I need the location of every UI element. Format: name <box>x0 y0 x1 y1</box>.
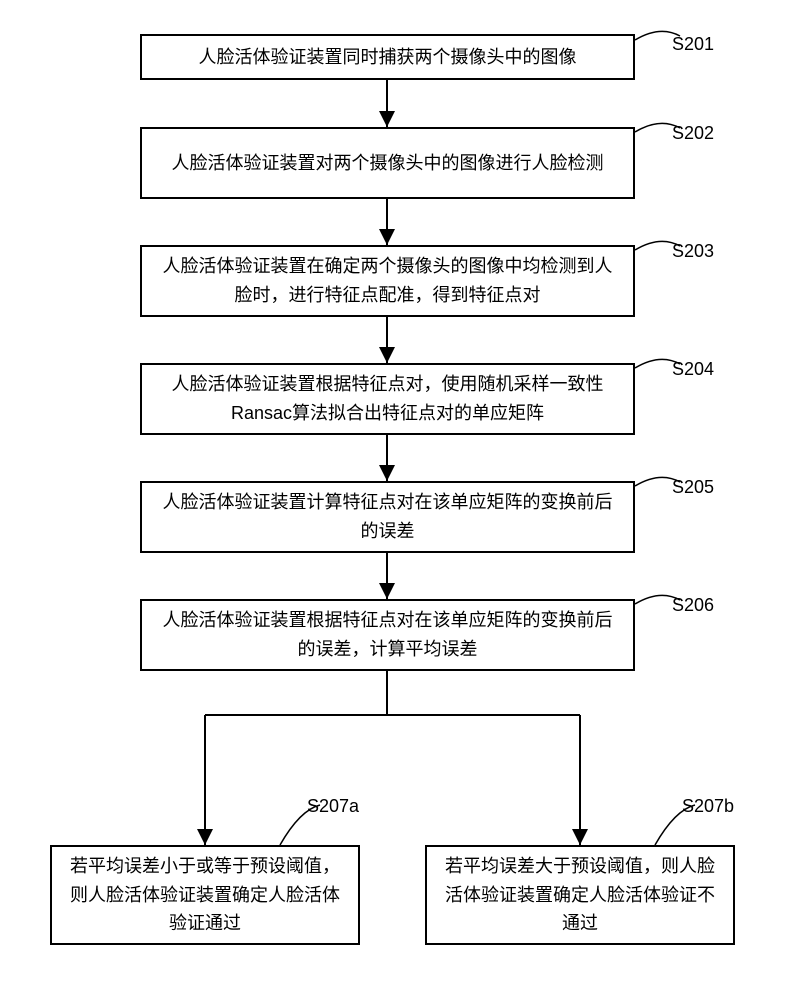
flowchart-step-s201: 人脸活体验证装置同时捕获两个摄像头中的图像 <box>140 34 635 80</box>
step-text: 若平均误差大于预设阈值，则人脸活体验证装置确定人脸活体验证不通过 <box>439 852 721 938</box>
step-label-s207a: S207a <box>307 796 359 817</box>
flowchart-step-s202: 人脸活体验证装置对两个摄像头中的图像进行人脸检测 <box>140 127 635 199</box>
flowchart-step-s203: 人脸活体验证装置在确定两个摄像头的图像中均检测到人脸时，进行特征点配准，得到特征… <box>140 245 635 317</box>
step-text: 人脸活体验证装置根据特征点对，使用随机采样一致性Ransac算法拟合出特征点对的… <box>154 370 621 428</box>
step-text: 人脸活体验证装置对两个摄像头中的图像进行人脸检测 <box>172 149 604 178</box>
flowchart-container: 人脸活体验证装置同时捕获两个摄像头中的图像 S201 人脸活体验证装置对两个摄像头中… <box>0 0 799 1000</box>
step-text: 人脸活体验证装置根据特征点对在该单应矩阵的变换前后的误差，计算平均误差 <box>154 606 621 664</box>
step-label-s204: S204 <box>672 359 714 380</box>
step-text: 人脸活体验证装置同时捕获两个摄像头中的图像 <box>199 43 577 72</box>
step-text: 人脸活体验证装置在确定两个摄像头的图像中均检测到人脸时，进行特征点配准，得到特征… <box>154 252 621 310</box>
flowchart-step-s206: 人脸活体验证装置根据特征点对在该单应矩阵的变换前后的误差，计算平均误差 <box>140 599 635 671</box>
step-label-s201: S201 <box>672 34 714 55</box>
flowchart-step-s204: 人脸活体验证装置根据特征点对，使用随机采样一致性Ransac算法拟合出特征点对的… <box>140 363 635 435</box>
flowchart-step-s207b: 若平均误差大于预设阈值，则人脸活体验证装置确定人脸活体验证不通过 <box>425 845 735 945</box>
flowchart-step-s207a: 若平均误差小于或等于预设阈值，则人脸活体验证装置确定人脸活体验证通过 <box>50 845 360 945</box>
step-label-s205: S205 <box>672 477 714 498</box>
step-label-s207b: S207b <box>682 796 734 817</box>
step-label-s206: S206 <box>672 595 714 616</box>
step-text: 人脸活体验证装置计算特征点对在该单应矩阵的变换前后的误差 <box>154 488 621 546</box>
step-label-s202: S202 <box>672 123 714 144</box>
step-text: 若平均误差小于或等于预设阈值，则人脸活体验证装置确定人脸活体验证通过 <box>64 852 346 938</box>
flowchart-step-s205: 人脸活体验证装置计算特征点对在该单应矩阵的变换前后的误差 <box>140 481 635 553</box>
step-label-s203: S203 <box>672 241 714 262</box>
